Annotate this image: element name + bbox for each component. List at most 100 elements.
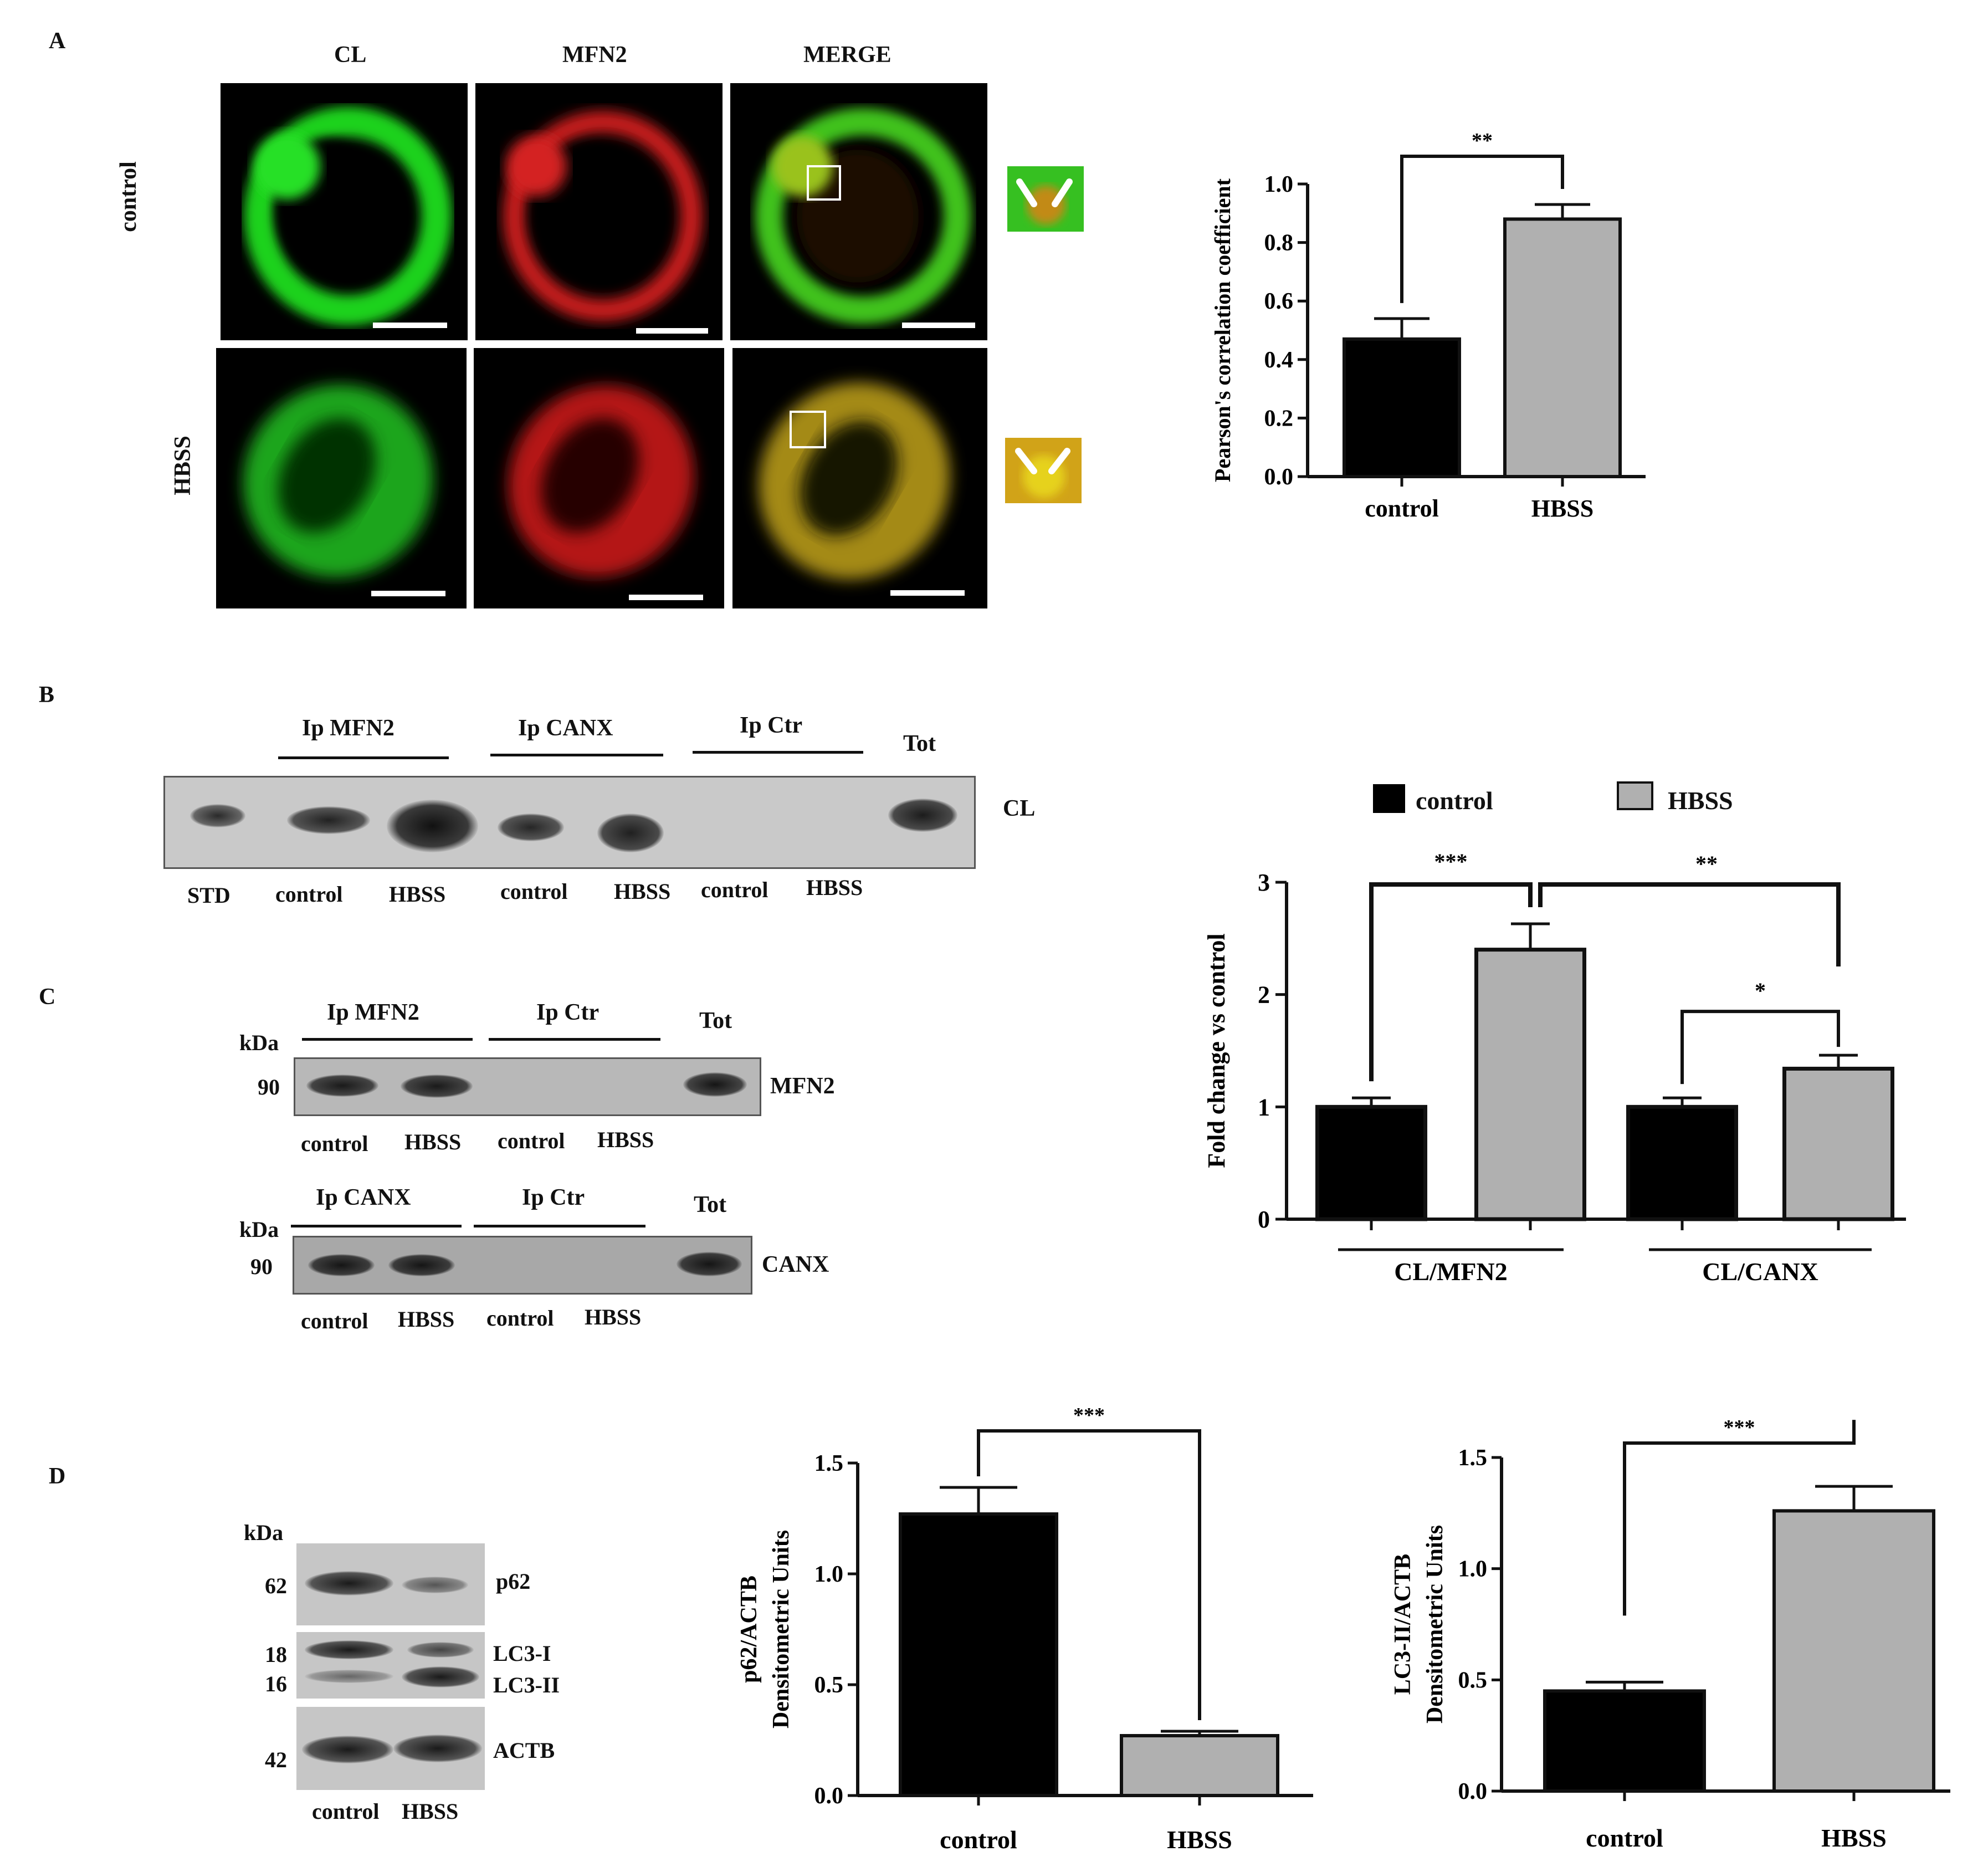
blot-band	[683, 1072, 747, 1097]
chart-lc3: 0.0 0.5 1.0 1.5 LC3-II/ACTB Densitometric Uni…	[1390, 1416, 1950, 1852]
blot-band	[402, 1666, 479, 1687]
blot-marker-lc3-ii: LC3-II	[493, 1672, 560, 1697]
blot-band	[597, 814, 664, 852]
scale-bar	[636, 328, 708, 334]
group-underline	[490, 754, 663, 756]
bar	[1474, 948, 1586, 1221]
group-label-tot: Tot	[903, 731, 936, 756]
group-underline	[278, 756, 449, 759]
y-tick-label: 3	[1258, 869, 1270, 896]
lane-label: control	[275, 882, 343, 907]
blot-band	[305, 1640, 393, 1659]
group-underline	[291, 1225, 462, 1227]
legend-swatch-hbss	[1617, 781, 1653, 810]
blot-band	[306, 1075, 378, 1097]
y-tick-label: 2	[1258, 981, 1270, 1009]
lane-label: control	[500, 879, 568, 904]
significance-bracket	[977, 1429, 1201, 1720]
lane-label: HBSS	[398, 1307, 455, 1332]
bar	[1120, 1734, 1279, 1797]
blot-marker-canx: CANX	[762, 1252, 829, 1277]
micrograph-cl-hbss	[216, 348, 467, 608]
lane-label: control	[701, 877, 768, 902]
group-underline	[302, 1038, 473, 1041]
panel-letter-d: D	[49, 1464, 66, 1489]
y-tick-label: 1.5	[814, 1451, 844, 1476]
x-group-label: CL/MFN2	[1394, 1257, 1507, 1286]
column-label-cl: CL	[334, 42, 367, 68]
molecular-weight: 62	[265, 1573, 287, 1598]
micrograph-mfn2-control	[475, 83, 723, 340]
bar	[1543, 1689, 1706, 1793]
blot-band	[387, 800, 478, 852]
western-blot-actb	[296, 1707, 485, 1790]
y-axis-label: LC3-II/ACTB	[1390, 1554, 1416, 1695]
kda-label: kDa	[239, 1217, 279, 1242]
lane-label: control	[498, 1128, 565, 1153]
blot-marker-lc3-i: LC3-I	[493, 1641, 551, 1666]
blot-band	[677, 1252, 742, 1276]
significance-label: **	[1472, 129, 1493, 152]
scale-bar	[371, 591, 445, 596]
y-tick-label: 1.0	[1458, 1557, 1488, 1582]
molecular-weight: 16	[265, 1671, 287, 1696]
y-tick-label: 0.4	[1264, 347, 1294, 373]
group-underline	[489, 1038, 660, 1041]
group-label-ip-canx: Ip CANX	[316, 1185, 411, 1210]
blot-band	[888, 799, 957, 832]
bar	[1782, 1066, 1894, 1221]
kda-label: kDa	[244, 1520, 284, 1545]
chart-p62: 0.0 0.5 1.0 1.5 p62/ACTB Densitometric Units c…	[736, 1408, 1313, 1854]
significance-label: ***	[1434, 849, 1468, 874]
bar	[1343, 337, 1461, 478]
x-tick-label: HBSS	[1821, 1824, 1887, 1852]
lane-label: control	[301, 1308, 368, 1333]
row-label-control: control	[116, 161, 141, 232]
micrograph-mfn2-hbss	[474, 348, 724, 608]
blot-marker-cl: CL	[1003, 796, 1036, 821]
molecular-weight: 18	[265, 1642, 287, 1667]
y-tick-label: 0.0	[1458, 1779, 1488, 1804]
blot-band	[402, 1577, 468, 1593]
y-axis-label: Densitometric Units	[768, 1530, 794, 1728]
bar	[1626, 1104, 1738, 1221]
column-label-mfn2: MFN2	[562, 42, 627, 68]
legend-swatch-control	[1373, 784, 1405, 813]
y-tick-label: 0.6	[1264, 289, 1294, 314]
significance-label: **	[1695, 851, 1718, 876]
blot-band	[407, 1642, 474, 1658]
group-label-ip-ctr: Ip Ctr	[522, 1185, 585, 1210]
y-axis-label: Pearson's correlation coefficient	[1210, 178, 1235, 482]
scale-bar	[890, 590, 965, 596]
blot-band	[287, 806, 370, 834]
micrograph-merge-hbss	[732, 348, 987, 608]
micrograph-cl-control	[221, 83, 468, 340]
legend-label-hbss: HBSS	[1668, 786, 1733, 815]
x-group-label: CL/CANX	[1702, 1257, 1818, 1286]
significance-bracket	[1623, 1420, 1856, 1616]
bar	[1315, 1104, 1427, 1221]
molecular-weight: 90	[250, 1254, 273, 1279]
western-blot-lc3	[296, 1632, 485, 1699]
row-label-hbss: HBSS	[170, 436, 196, 495]
significance-label: *	[1755, 978, 1766, 1003]
y-axis-label: Fold change vs control	[1203, 933, 1230, 1168]
legend-label-control: control	[1416, 786, 1493, 815]
significance-label: ***	[1724, 1416, 1755, 1439]
y-tick-label: 1.0	[1264, 172, 1294, 197]
y-tick-label: 0.2	[1264, 406, 1294, 431]
y-tick-label: 1	[1258, 1093, 1270, 1121]
panel-letter-a: A	[49, 28, 66, 54]
chart-pearson: 0.0 0.2 0.4 0.6 0.8 1.0 Pearson's correlation …	[1210, 129, 1646, 522]
y-tick-label: 0	[1258, 1206, 1270, 1233]
bar	[1503, 217, 1622, 479]
y-axis-label: p62/ACTB	[736, 1576, 762, 1683]
blot-band	[190, 804, 245, 827]
blot-band	[305, 1670, 393, 1683]
lane-label: HBSS	[585, 1305, 642, 1329]
panel-letter-b: B	[39, 682, 55, 708]
group-underline	[474, 1225, 645, 1227]
molecular-weight: 90	[258, 1075, 280, 1099]
significance-bracket	[1538, 882, 1841, 966]
x-tick-label: HBSS	[1531, 495, 1594, 522]
